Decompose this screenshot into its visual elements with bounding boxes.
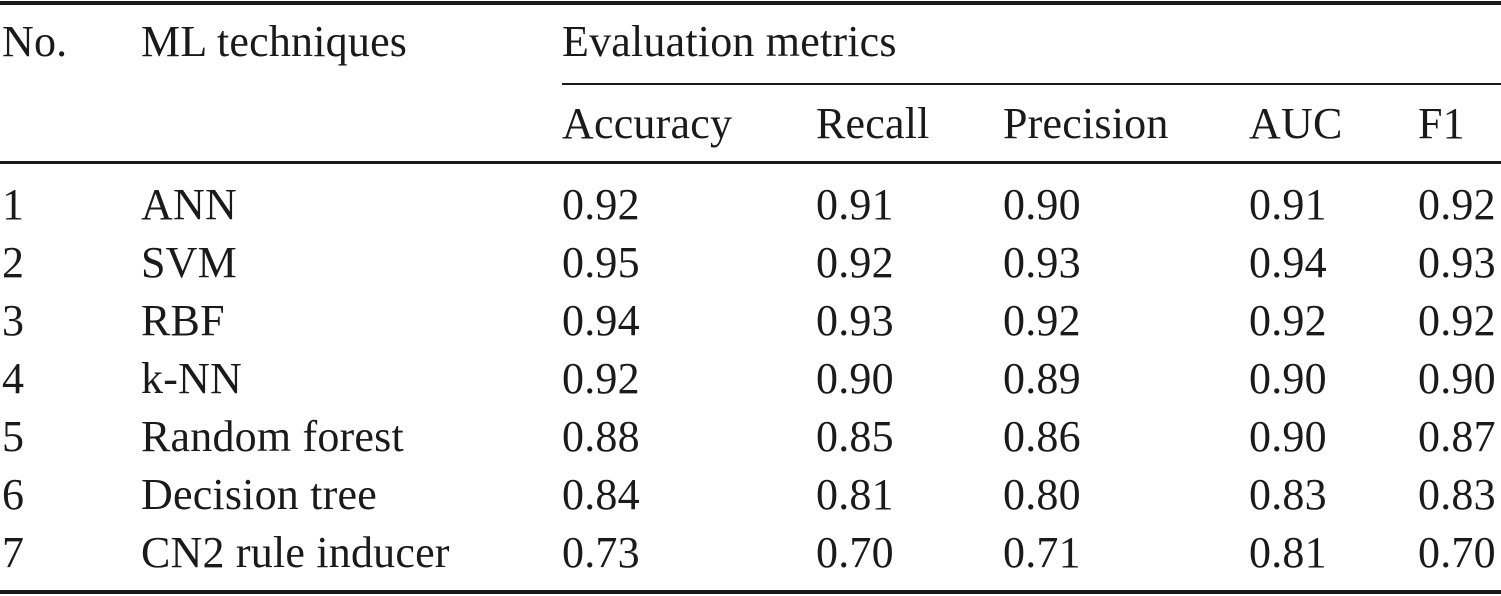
recall-value: 0.93 [816,296,894,345]
precision-value: 0.80 [1003,470,1081,519]
recall-value: 0.92 [816,238,894,287]
precision-value: 0.93 [1003,238,1081,287]
precision-value: 0.89 [1003,354,1081,403]
technique-name: k-NN [141,354,243,403]
f1-value: 0.70 [1418,528,1496,577]
header-no: No. [2,17,68,66]
row-number: 6 [2,470,25,519]
technique-name: SVM [141,238,237,287]
recall-value: 0.90 [816,354,894,403]
row-number: 7 [2,528,25,577]
technique-name: RBF [141,296,225,345]
accuracy-value: 0.84 [562,470,640,519]
technique-name: Random forest [141,412,404,461]
auc-value: 0.94 [1249,238,1327,287]
f1-value: 0.92 [1418,296,1496,345]
accuracy-value: 0.88 [562,412,640,461]
auc-value: 0.90 [1249,354,1327,403]
auc-value: 0.83 [1249,470,1327,519]
header-evaluation-metrics: Evaluation metrics [562,17,897,66]
accuracy-value: 0.73 [562,528,640,577]
precision-value: 0.90 [1003,180,1081,229]
row-number: 5 [2,412,25,461]
precision-value: 0.86 [1003,412,1081,461]
header-bottom-rule [0,161,1501,164]
precision-value: 0.92 [1003,296,1081,345]
header-accuracy: Accuracy [562,99,733,148]
f1-value: 0.87 [1418,412,1496,461]
accuracy-value: 0.92 [562,354,640,403]
precision-value: 0.71 [1003,528,1081,577]
recall-value: 0.85 [816,412,894,461]
auc-value: 0.81 [1249,528,1327,577]
technique-name: Decision tree [141,470,377,519]
auc-value: 0.90 [1249,412,1327,461]
row-number: 2 [2,238,25,287]
f1-value: 0.90 [1418,354,1496,403]
row-number: 4 [2,354,25,403]
f1-value: 0.93 [1418,238,1496,287]
header-precision: Precision [1003,99,1169,148]
row-number: 3 [2,296,25,345]
recall-value: 0.70 [816,528,894,577]
table-bottom-rule [0,590,1501,594]
accuracy-value: 0.94 [562,296,640,345]
recall-value: 0.91 [816,180,894,229]
technique-name: CN2 rule inducer [141,528,450,577]
f1-value: 0.92 [1418,180,1496,229]
accuracy-value: 0.92 [562,180,640,229]
header-f1: F1 [1418,99,1465,148]
header-recall: Recall [816,99,930,148]
recall-value: 0.81 [816,470,894,519]
row-number: 1 [2,180,25,229]
header-ml-techniques: ML techniques [141,17,408,66]
header-auc: AUC [1249,99,1343,148]
table-top-rule [0,1,1501,5]
technique-name: ANN [141,180,237,229]
accuracy-value: 0.95 [562,238,640,287]
auc-value: 0.92 [1249,296,1327,345]
group-header-rule [562,83,1501,85]
auc-value: 0.91 [1249,180,1327,229]
f1-value: 0.83 [1418,470,1496,519]
